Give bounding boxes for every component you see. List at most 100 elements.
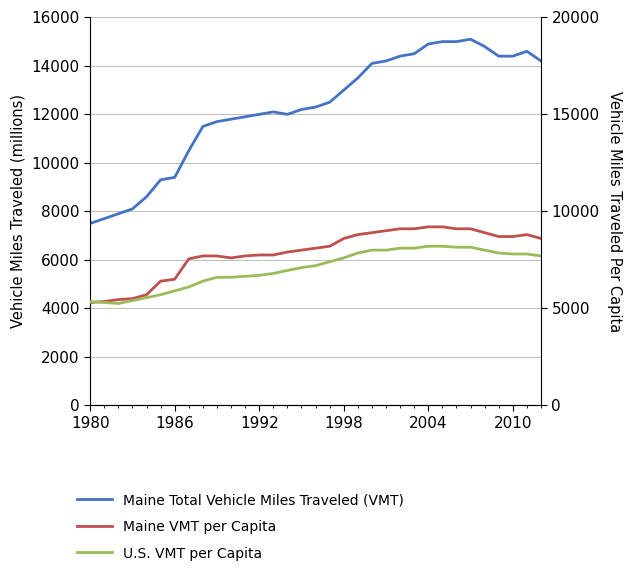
Maine VMT per Capita — [255, 251, 263, 258]
Maine VMT per Capita — [368, 229, 375, 236]
U.S. VMT per Capita — [382, 247, 390, 254]
Maine VMT per Capita — [242, 252, 249, 259]
U.S. VMT per Capita — [129, 297, 137, 304]
U.S. VMT per Capita — [115, 300, 122, 307]
U.S. VMT per Capita — [453, 244, 460, 251]
U.S. VMT per Capita — [326, 258, 334, 265]
U.S. VMT per Capita — [242, 273, 249, 280]
Maine Total Vehicle Miles Traveled (VMT) — [424, 41, 432, 47]
Maine VMT per Capita — [354, 231, 362, 238]
Maine Total Vehicle Miles Traveled (VMT) — [199, 123, 207, 130]
U.S. VMT per Capita — [410, 245, 418, 252]
Line: Maine VMT per Capita: Maine VMT per Capita — [90, 227, 541, 302]
Maine VMT per Capita — [326, 243, 334, 250]
Maine VMT per Capita — [439, 223, 446, 230]
Maine VMT per Capita — [86, 299, 94, 306]
Maine VMT per Capita — [495, 233, 502, 240]
Maine VMT per Capita — [481, 229, 489, 236]
Maine Total Vehicle Miles Traveled (VMT) — [156, 177, 164, 184]
Maine VMT per Capita — [537, 235, 545, 242]
Maine VMT per Capita — [509, 233, 516, 240]
Maine VMT per Capita — [283, 248, 291, 255]
Maine Total Vehicle Miles Traveled (VMT) — [326, 99, 334, 106]
Line: Maine Total Vehicle Miles Traveled (VMT): Maine Total Vehicle Miles Traveled (VMT) — [90, 39, 541, 223]
Maine Total Vehicle Miles Traveled (VMT) — [100, 215, 108, 222]
Maine Total Vehicle Miles Traveled (VMT) — [467, 36, 475, 43]
U.S. VMT per Capita — [86, 298, 94, 305]
Maine Total Vehicle Miles Traveled (VMT) — [439, 38, 446, 45]
Maine VMT per Capita — [298, 247, 305, 254]
Maine VMT per Capita — [382, 227, 390, 234]
U.S. VMT per Capita — [537, 252, 545, 259]
Maine Total Vehicle Miles Traveled (VMT) — [213, 118, 221, 125]
Y-axis label: Vehicle Miles Traveled (millions): Vehicle Miles Traveled (millions) — [11, 94, 26, 328]
Maine VMT per Capita — [312, 245, 319, 252]
Maine Total Vehicle Miles Traveled (VMT) — [509, 53, 516, 60]
U.S. VMT per Capita — [523, 251, 531, 258]
Maine VMT per Capita — [410, 225, 418, 232]
Maine Total Vehicle Miles Traveled (VMT) — [242, 113, 249, 120]
Maine Total Vehicle Miles Traveled (VMT) — [171, 174, 178, 181]
Maine VMT per Capita — [115, 296, 122, 303]
Line: U.S. VMT per Capita: U.S. VMT per Capita — [90, 246, 541, 303]
Maine VMT per Capita — [171, 276, 178, 283]
U.S. VMT per Capita — [156, 291, 164, 298]
Maine Total Vehicle Miles Traveled (VMT) — [453, 38, 460, 45]
U.S. VMT per Capita — [143, 294, 151, 301]
Maine Total Vehicle Miles Traveled (VMT) — [115, 210, 122, 217]
U.S. VMT per Capita — [100, 299, 108, 306]
Maine VMT per Capita — [269, 251, 277, 258]
U.S. VMT per Capita — [227, 274, 235, 281]
Maine Total Vehicle Miles Traveled (VMT) — [269, 108, 277, 115]
Maine VMT per Capita — [185, 255, 193, 262]
Maine VMT per Capita — [213, 252, 221, 259]
U.S. VMT per Capita — [424, 243, 432, 250]
U.S. VMT per Capita — [396, 245, 404, 252]
Maine VMT per Capita — [467, 225, 475, 232]
Maine Total Vehicle Miles Traveled (VMT) — [537, 57, 545, 64]
Maine Total Vehicle Miles Traveled (VMT) — [255, 111, 263, 118]
U.S. VMT per Capita — [185, 284, 193, 291]
Maine VMT per Capita — [396, 225, 404, 232]
U.S. VMT per Capita — [298, 264, 305, 271]
Maine Total Vehicle Miles Traveled (VMT) — [86, 220, 94, 227]
Maine VMT per Capita — [100, 298, 108, 305]
Maine Total Vehicle Miles Traveled (VMT) — [354, 75, 362, 82]
Y-axis label: Vehicle Miles Traveled Per Capita: Vehicle Miles Traveled Per Capita — [607, 91, 621, 332]
U.S. VMT per Capita — [283, 267, 291, 274]
Maine VMT per Capita — [129, 295, 137, 302]
Maine VMT per Capita — [143, 291, 151, 298]
U.S. VMT per Capita — [171, 287, 178, 294]
U.S. VMT per Capita — [368, 247, 375, 254]
Maine VMT per Capita — [340, 235, 348, 242]
U.S. VMT per Capita — [439, 243, 446, 250]
U.S. VMT per Capita — [269, 270, 277, 277]
U.S. VMT per Capita — [467, 244, 475, 251]
Maine Total Vehicle Miles Traveled (VMT) — [495, 53, 502, 60]
U.S. VMT per Capita — [340, 254, 348, 261]
Maine Total Vehicle Miles Traveled (VMT) — [368, 60, 375, 67]
U.S. VMT per Capita — [255, 272, 263, 279]
Maine Total Vehicle Miles Traveled (VMT) — [481, 43, 489, 50]
Maine Total Vehicle Miles Traveled (VMT) — [143, 193, 151, 200]
Maine VMT per Capita — [156, 278, 164, 285]
Maine VMT per Capita — [453, 225, 460, 232]
Maine Total Vehicle Miles Traveled (VMT) — [312, 104, 319, 111]
U.S. VMT per Capita — [509, 251, 516, 258]
Maine VMT per Capita — [199, 252, 207, 259]
U.S. VMT per Capita — [199, 278, 207, 285]
Maine Total Vehicle Miles Traveled (VMT) — [340, 87, 348, 94]
Maine Total Vehicle Miles Traveled (VMT) — [523, 48, 531, 55]
U.S. VMT per Capita — [312, 262, 319, 269]
Maine VMT per Capita — [523, 231, 531, 238]
Maine Total Vehicle Miles Traveled (VMT) — [298, 106, 305, 113]
Maine VMT per Capita — [424, 223, 432, 230]
U.S. VMT per Capita — [481, 247, 489, 254]
Maine Total Vehicle Miles Traveled (VMT) — [129, 206, 137, 212]
Legend: Maine Total Vehicle Miles Traveled (VMT), Maine VMT per Capita, U.S. VMT per Cap: Maine Total Vehicle Miles Traveled (VMT)… — [71, 488, 409, 566]
U.S. VMT per Capita — [354, 250, 362, 256]
U.S. VMT per Capita — [213, 274, 221, 281]
Maine Total Vehicle Miles Traveled (VMT) — [396, 53, 404, 60]
Maine Total Vehicle Miles Traveled (VMT) — [227, 116, 235, 123]
Maine Total Vehicle Miles Traveled (VMT) — [410, 50, 418, 57]
